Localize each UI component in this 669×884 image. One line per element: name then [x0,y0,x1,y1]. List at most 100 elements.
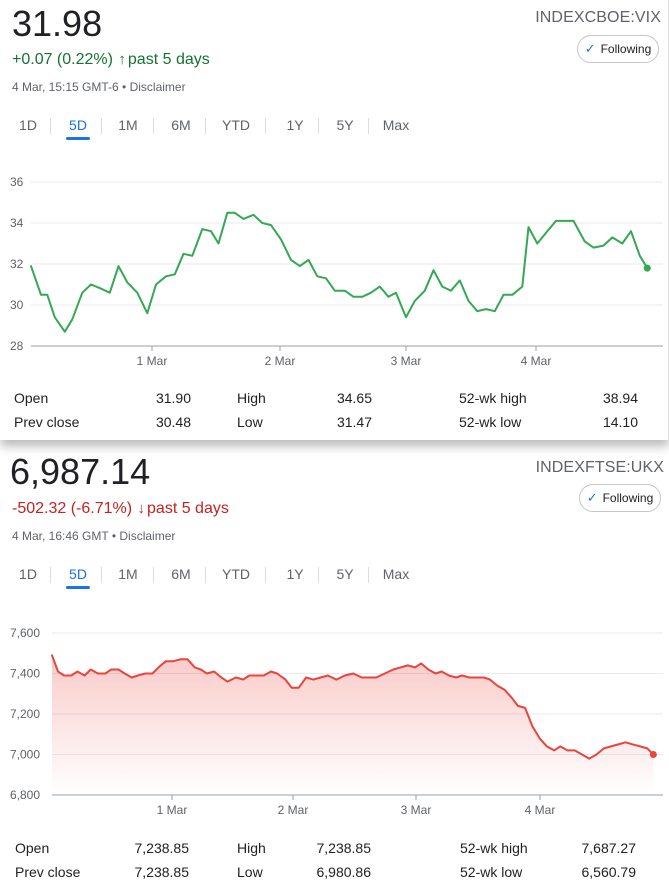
vix-panel: 31.98 +0.07 (0.22%) ↑ past 5 days 4 Mar, … [0,0,669,440]
tab-1d[interactable]: 1D [19,117,37,133]
tab-1m[interactable]: 1M [118,566,138,582]
y-tick-label: 7,400 [10,667,40,681]
stat-52wk-high-label: 52-wk high [459,390,527,406]
time-range-tabs: 1D 5D 1M 6M YTD 1Y 5Y Max [0,110,669,142]
tab-separator [50,567,51,583]
change-period: past 5 days [127,51,210,68]
stat-open-label: Open [14,390,49,406]
tab-5d[interactable]: 5D [64,559,92,589]
stat-low-value: 6,980.86 [316,864,372,880]
stat-high-label: High [237,840,266,856]
stat-open-value: 31.90 [155,390,191,406]
following-button[interactable]: ✓ Following [579,484,661,512]
following-label: Following [600,42,652,56]
ftse-panel: 6,987.14 -502.32 (-6.71%) ↓ past 5 days 4… [0,444,669,884]
tab-separator [101,567,102,583]
stat-open-label: Open [15,840,50,856]
stat-prev-close-value: 30.48 [155,414,191,430]
x-tick-label: 1 Mar [137,354,168,368]
following-label: Following [602,491,654,505]
tab-max[interactable]: Max [382,117,410,133]
stat-52wk-high-value: 38.94 [602,390,638,406]
tab-ytd[interactable]: YTD [222,117,250,133]
ftse-area-chart: 7,600 7,400 7,200 7,000 6,800 1 Mar 2 Mar 3 Mar… [10,626,663,817]
stat-high-value: 7,238.85 [316,840,372,856]
tab-5d[interactable]: 5D [64,110,92,140]
stat-open-value: 7,238.85 [134,840,190,856]
y-tick-label: 30 [10,298,24,312]
stat-prev-close-value: 7,238.85 [134,864,190,880]
stat-prev-close-label: Prev close [14,414,80,430]
tab-5y[interactable]: 5Y [336,117,354,133]
change-amount: +0.07 (0.22%) [12,51,113,68]
series-line [51,654,655,760]
stat-high-label: High [237,390,266,406]
arrow-up-icon: ↑ [118,51,126,68]
x-tick-label: 1 Mar [157,803,188,817]
tab-separator [205,118,206,134]
price-value: 31.98 [12,3,103,44]
symbol-label: VIX [634,9,661,26]
time-range-tabs: 1D 5D 1M 6M YTD 1Y 5Y Max [0,559,669,591]
x-tick-label: 3 Mar [401,803,432,817]
tab-separator [101,118,102,134]
tab-5y[interactable]: 5Y [336,566,354,582]
tab-separator [50,118,51,134]
tab-6m[interactable]: 6M [171,117,191,133]
tab-1d[interactable]: 1D [19,566,37,582]
stat-52wk-high-value: 7,687.27 [581,840,637,856]
x-tick-label: 2 Mar [265,354,296,368]
tab-6m[interactable]: 6M [171,566,191,582]
ticker-symbol: INDEXCBOE:VIX [535,9,661,27]
x-tick-label: 4 Mar [525,803,556,817]
last-point-marker [643,264,651,272]
timestamp-disclaimer: 4 Mar, 15:15 GMT-6 • Disclaimer [12,80,186,94]
stat-52wk-low-value: 14.10 [602,414,638,430]
tab-separator [368,567,369,583]
y-tick-label: 7,200 [10,707,40,721]
ticker-symbol: INDEXFTSE:UKX [536,459,664,477]
tab-max[interactable]: Max [382,566,410,582]
change-amount: -502.32 (-6.71%) [12,500,133,517]
y-tick-label: 34 [10,216,24,230]
tab-separator [205,567,206,583]
tab-separator [318,567,319,583]
tab-1y[interactable]: 1Y [286,117,304,133]
series-area-fill [52,655,654,795]
price-change: +0.07 (0.22%) ↑ past 5 days [12,50,210,70]
tab-separator [368,118,369,134]
timestamp-disclaimer: 4 Mar, 16:46 GMT • Disclaimer [12,529,176,543]
tab-separator [153,118,154,134]
following-button[interactable]: ✓ Following [577,35,659,63]
stat-52wk-low-label: 52-wk low [459,414,522,430]
tab-separator [265,118,266,134]
price-value: 6,987.14 [10,451,151,492]
exchange-label: INDEXFTSE: [535,459,631,476]
x-tick-label: 3 Mar [391,354,422,368]
tab-ytd[interactable]: YTD [222,566,250,582]
y-tick-label: 28 [10,339,24,353]
arrow-down-icon: ↓ [137,500,146,517]
series-line [30,211,649,333]
last-point-marker [649,751,657,758]
y-tick-label: 7,000 [10,748,40,762]
stat-prev-close-label: Prev close [15,864,81,880]
y-tick-label: 36 [10,175,24,189]
stat-low-value: 31.47 [336,414,372,430]
tab-1m[interactable]: 1M [118,117,138,133]
symbol-label: UKX [630,459,664,476]
stat-52wk-low-label: 52-wk low [460,864,523,880]
y-tick-label: 7,600 [10,626,40,640]
stat-high-value: 34.65 [336,390,372,406]
checkmark-icon: ✓ [584,41,596,56]
y-tick-label: 32 [10,257,24,271]
stat-low-label: Low [237,864,263,880]
stat-low-label: Low [237,414,263,430]
exchange-label: INDEXCBOE: [535,9,635,26]
y-tick-label: 6,800 [10,788,40,802]
tab-separator [318,118,319,134]
change-period: past 5 days [147,500,229,517]
x-tick-label: 2 Mar [278,803,309,817]
stat-52wk-low-value: 6,560.79 [581,864,637,880]
tab-1y[interactable]: 1Y [286,566,304,582]
